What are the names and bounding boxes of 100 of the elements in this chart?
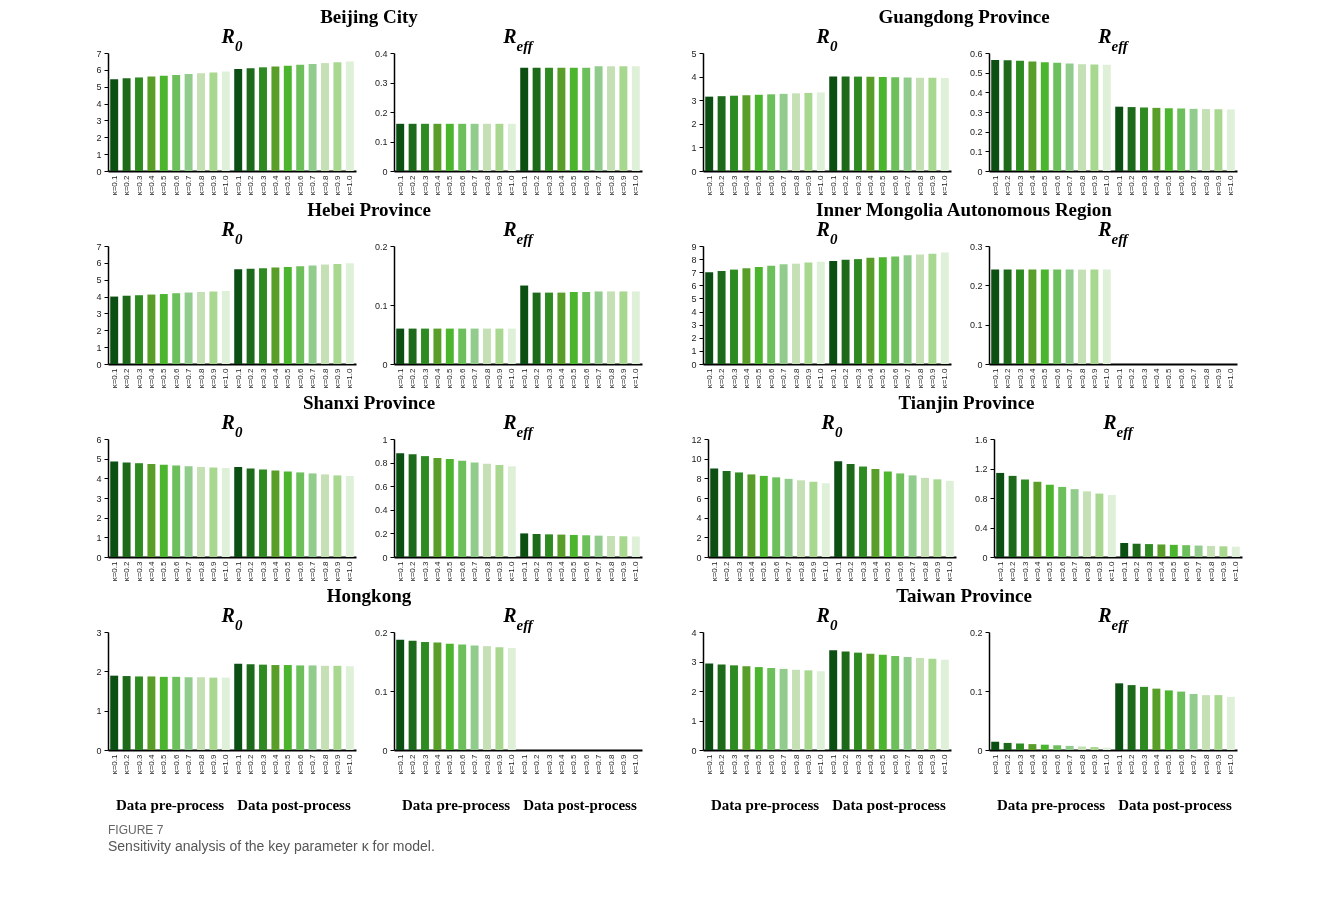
- bar: [433, 328, 442, 364]
- y-tick-label: 1: [96, 149, 102, 160]
- x-tick-label: κ=0.9: [208, 174, 218, 196]
- y-tick-label: 5: [691, 48, 697, 59]
- x-tick-label: κ=0.6: [1052, 367, 1062, 389]
- bar: [532, 67, 541, 171]
- x-tick-label: κ=0.3: [544, 174, 554, 196]
- bar: [903, 657, 912, 750]
- bar: [569, 67, 578, 171]
- bar: [159, 464, 168, 557]
- bar: [1189, 108, 1198, 171]
- y-tick-label: 3: [96, 493, 102, 504]
- bar: [940, 252, 949, 364]
- x-tick-label: κ=0.3: [858, 560, 868, 582]
- x-tick-label: κ=1.0: [221, 753, 231, 775]
- x-tick-label: κ=0.7: [779, 367, 789, 389]
- x-tick-label: κ=0.8: [320, 174, 330, 196]
- bar: [135, 676, 143, 750]
- bar: [1189, 693, 1198, 750]
- x-tick-label: κ=0.5: [878, 367, 888, 389]
- bar: [308, 473, 317, 557]
- bar: [854, 652, 862, 750]
- x-tick-label: κ=0.3: [258, 174, 268, 196]
- x-tick-label: κ=0.5: [283, 367, 293, 389]
- x-tick-label: κ=0.6: [890, 174, 900, 196]
- x-tick-label: κ=0.4: [146, 367, 156, 389]
- x-tick-label: κ=1.0: [507, 367, 517, 389]
- bar: [507, 328, 516, 364]
- bar: [1177, 691, 1186, 750]
- x-tick-label: κ=0.2: [1132, 560, 1142, 582]
- x-tick-label: κ=0.3: [544, 753, 554, 775]
- bar: [754, 94, 763, 171]
- x-tick-label: κ=0.5: [1045, 560, 1055, 582]
- x-tick-label: κ=0.3: [134, 367, 144, 389]
- x-tick-label: κ=0.1: [109, 560, 119, 582]
- bar: [433, 642, 442, 750]
- x-tick-label: κ=0.9: [1089, 174, 1099, 196]
- x-tick-label: κ=0.8: [915, 367, 925, 389]
- text: Data post-process: [523, 797, 637, 813]
- x-tick-label: κ=0.1: [828, 174, 838, 196]
- bar: [866, 257, 875, 364]
- bar: [1157, 544, 1166, 557]
- bar: [345, 61, 354, 171]
- y-tick-label: 7: [691, 267, 697, 278]
- bar: [545, 67, 553, 171]
- x-tick-label: κ=0.5: [754, 367, 764, 389]
- bar: [1226, 696, 1235, 750]
- bar: [705, 272, 714, 364]
- x-tick-label: κ=0.6: [766, 753, 776, 775]
- bar: [754, 667, 763, 750]
- bar: [1169, 544, 1178, 557]
- bar: [742, 268, 751, 364]
- bar: [110, 296, 119, 364]
- x-tick-label: κ=0.5: [1040, 367, 1050, 389]
- x-tick-label: κ=0.2: [1003, 367, 1013, 389]
- bar: [421, 123, 429, 171]
- bar: [1152, 688, 1161, 750]
- bar: [631, 536, 640, 557]
- y-tick-label: 1: [691, 346, 697, 357]
- bar: [197, 677, 205, 750]
- x-tick-label: κ=0.1: [395, 753, 405, 775]
- bar: [896, 473, 905, 557]
- bar: [859, 466, 867, 557]
- chart-title: Beijing City: [320, 6, 419, 27]
- x-tick-label: κ=0.8: [482, 753, 492, 775]
- x-tick-label: κ=0.3: [1139, 174, 1149, 196]
- x-tick-label: κ=1.0: [631, 560, 641, 582]
- bar: [1152, 107, 1161, 171]
- bar: [184, 677, 193, 750]
- x-tick-label: κ=0.9: [494, 367, 504, 389]
- y-tick-label: 4: [691, 307, 697, 318]
- x-tick-label: κ=0.7: [594, 560, 604, 582]
- x-tick-label: κ=1.0: [507, 174, 517, 196]
- x-tick-label: κ=1.0: [1231, 560, 1241, 582]
- x-tick-label: κ=0.2: [408, 560, 418, 582]
- bar: [854, 259, 862, 364]
- x-tick-label: κ=0.7: [308, 367, 318, 389]
- x-tick-label: κ=0.6: [295, 174, 305, 196]
- bar: [891, 655, 900, 750]
- bar: [308, 63, 317, 171]
- bar: [172, 293, 181, 364]
- y-tick-label: 6: [691, 280, 697, 291]
- bar: [147, 76, 156, 171]
- x-tick-label: κ=0.7: [594, 174, 604, 196]
- x-tick-label: κ=0.9: [494, 560, 504, 582]
- y-tick-label: 0.3: [969, 107, 983, 118]
- x-tick-label: κ=0.9: [208, 753, 218, 775]
- bar: [557, 292, 566, 364]
- bar: [878, 77, 887, 171]
- y-tick-label: 1: [96, 532, 102, 543]
- x-tick-label: κ=0.3: [420, 560, 430, 582]
- x-tick-label: κ=0.1: [995, 560, 1005, 582]
- bar: [996, 472, 1005, 557]
- bar: [710, 468, 719, 557]
- bar: [792, 93, 800, 171]
- x-tick-label: κ=0.3: [1139, 753, 1149, 775]
- bar: [333, 665, 342, 750]
- bar: [594, 291, 603, 364]
- x-tick-label: κ=0.4: [432, 560, 442, 582]
- bar: [520, 533, 529, 557]
